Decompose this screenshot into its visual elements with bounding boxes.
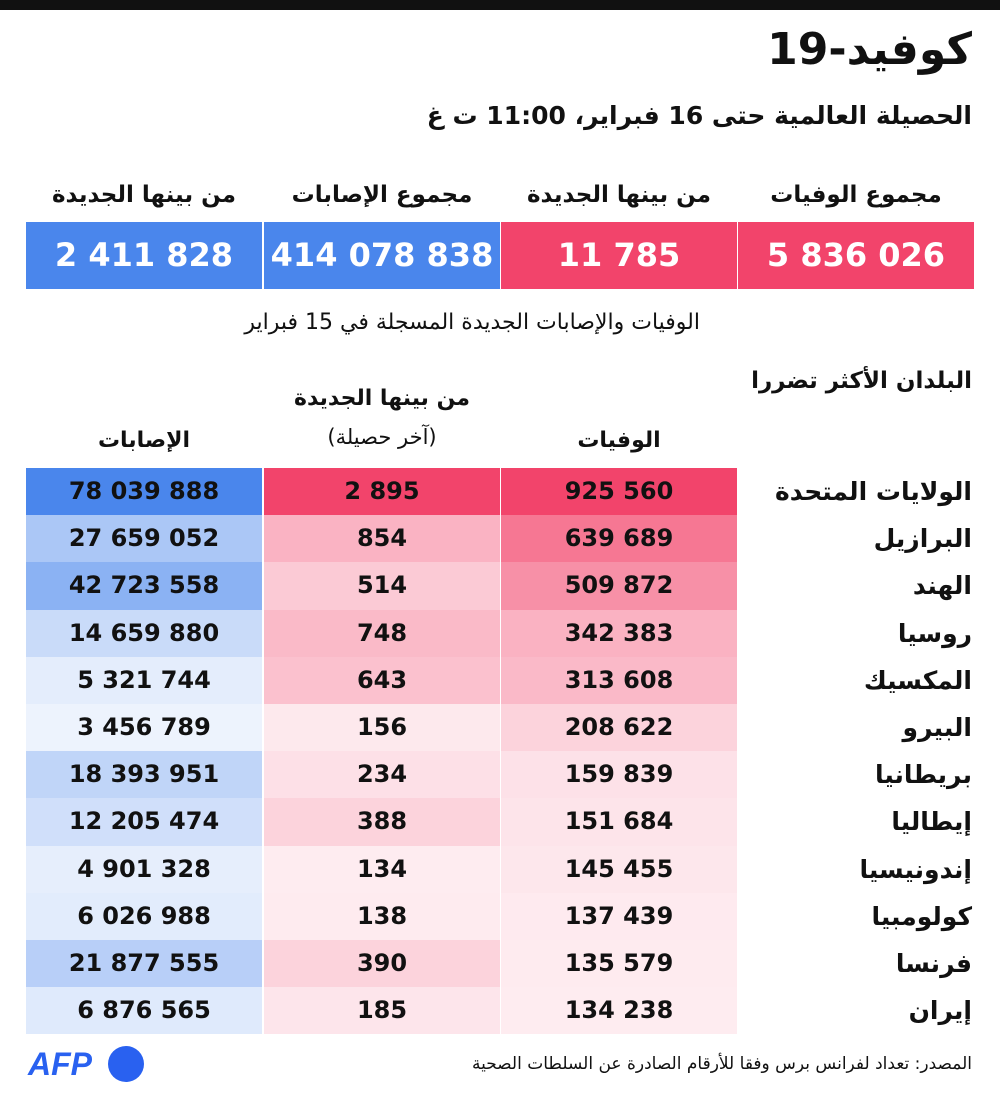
page-title: كوفيد-19 <box>767 24 972 75</box>
cell-cases: 21 877 555 <box>26 940 262 987</box>
cell-cases: 27 659 052 <box>26 515 262 562</box>
cell-new: 390 <box>264 940 500 987</box>
cell-cases: 6 026 988 <box>26 893 262 940</box>
cell-new: 134 <box>264 846 500 893</box>
cell-deaths: 509 872 <box>501 562 737 610</box>
cell-cases: 12 205 474 <box>26 798 262 846</box>
country-name: البرازيل <box>873 524 972 553</box>
cell-new: 514 <box>264 562 500 610</box>
country-name: بريطانيا <box>874 760 972 789</box>
country-name: إيران <box>908 996 972 1025</box>
country-name: الهند <box>912 571 972 600</box>
afp-logo: AFP <box>28 1044 146 1084</box>
afp-logo-dot <box>108 1046 144 1082</box>
cell-deaths: 208 622 <box>501 704 737 751</box>
total-deaths-label: مجموع الوفيات <box>770 182 942 208</box>
cell-cases: 6 876 565 <box>26 987 262 1034</box>
country-name: المكسيك <box>863 666 972 695</box>
top-bar <box>0 0 1000 10</box>
col-header-new: من بينها الجديدة (آخر حصيلة) <box>264 380 500 456</box>
total-cases-value: 414 078 838 <box>264 222 500 289</box>
new-deaths-value: 11 785 <box>501 222 737 289</box>
col-header-cases: الإصابات <box>97 428 191 453</box>
cell-deaths: 313 608 <box>501 657 737 704</box>
total-cases-label: مجموع الإصابات <box>291 182 473 208</box>
cell-cases: 78 039 888 <box>26 468 262 515</box>
country-name: الولايات المتحدة <box>775 477 972 506</box>
cell-new: 2 895 <box>264 468 500 515</box>
cell-deaths: 925 560 <box>501 468 737 515</box>
cell-cases: 18 393 951 <box>26 751 262 798</box>
cell-cases: 14 659 880 <box>26 610 262 657</box>
cell-deaths: 137 439 <box>501 893 737 940</box>
country-name: إندونيسيا <box>859 855 972 884</box>
cell-new: 234 <box>264 751 500 798</box>
cell-cases: 5 321 744 <box>26 657 262 704</box>
cell-deaths: 145 455 <box>501 846 737 893</box>
cell-cases: 42 723 558 <box>26 562 262 610</box>
cell-cases: 3 456 789 <box>26 704 262 751</box>
cell-deaths: 639 689 <box>501 515 737 562</box>
cell-new: 138 <box>264 893 500 940</box>
new-cases-label: من بينها الجديدة <box>51 182 237 208</box>
cell-new: 748 <box>264 610 500 657</box>
cell-deaths: 151 684 <box>501 798 737 846</box>
country-name: روسيا <box>897 619 972 648</box>
cell-new: 388 <box>264 798 500 846</box>
total-deaths-value: 5 836 026 <box>738 222 974 289</box>
country-name: فرنسا <box>895 949 972 978</box>
cell-cases: 4 901 328 <box>26 846 262 893</box>
page-subtitle: الحصيلة العالمية حتى 16 فبراير، 11:00 ت … <box>426 101 972 130</box>
source-note: المصدر: تعداد لفرانس برس وفقا للأرقام ال… <box>471 1054 972 1074</box>
new-cases-value: 2 411 828 <box>26 222 262 289</box>
table-title: البلدان الأكثر تضررا <box>751 368 972 394</box>
cell-new: 156 <box>264 704 500 751</box>
cell-deaths: 135 579 <box>501 940 737 987</box>
country-name: إيطاليا <box>891 807 972 836</box>
cell-new: 854 <box>264 515 500 562</box>
cell-new: 185 <box>264 987 500 1034</box>
country-name: البيرو <box>902 713 972 742</box>
cell-new: 643 <box>264 657 500 704</box>
afp-logo-text: AFP <box>28 1046 92 1082</box>
date-note: الوفيات والإصابات الجديدة المسجلة في 15 … <box>244 310 700 335</box>
col-header-new-line1: من بينها الجديدة <box>293 386 471 411</box>
col-header-deaths: الوفيات <box>577 428 661 453</box>
country-name: كولومبيا <box>871 902 972 931</box>
new-deaths-label: من بينها الجديدة <box>526 182 712 208</box>
col-header-new-line2: (آخر حصيلة) <box>327 425 437 449</box>
cell-deaths: 159 839 <box>501 751 737 798</box>
cell-deaths: 342 383 <box>501 610 737 657</box>
cell-deaths: 134 238 <box>501 987 737 1034</box>
